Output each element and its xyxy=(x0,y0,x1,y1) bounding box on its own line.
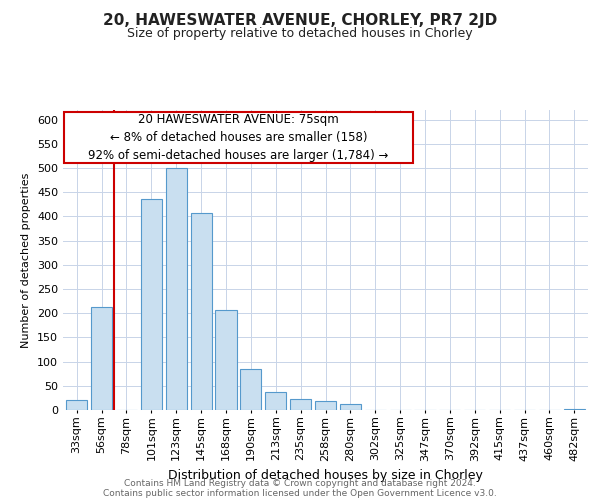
Bar xyxy=(564,408,585,410)
Bar xyxy=(290,399,311,410)
Bar xyxy=(191,212,212,410)
Y-axis label: Number of detached properties: Number of detached properties xyxy=(22,172,31,348)
Text: 20 HAWESWATER AVENUE: 75sqm
← 8% of detached houses are smaller (158)
92% of sem: 20 HAWESWATER AVENUE: 75sqm ← 8% of deta… xyxy=(88,114,389,162)
Text: Contains HM Land Registry data © Crown copyright and database right 2024.: Contains HM Land Registry data © Crown c… xyxy=(124,478,476,488)
Bar xyxy=(66,400,87,410)
Bar xyxy=(141,198,162,410)
Bar xyxy=(340,404,361,410)
Bar xyxy=(91,308,112,410)
Bar xyxy=(240,369,262,410)
Text: Size of property relative to detached houses in Chorley: Size of property relative to detached ho… xyxy=(127,28,473,40)
Text: Contains public sector information licensed under the Open Government Licence v3: Contains public sector information licen… xyxy=(103,488,497,498)
Bar xyxy=(265,392,286,410)
Bar xyxy=(315,401,336,410)
Bar xyxy=(215,310,236,410)
X-axis label: Distribution of detached houses by size in Chorley: Distribution of detached houses by size … xyxy=(168,469,483,482)
Text: 20, HAWESWATER AVENUE, CHORLEY, PR7 2JD: 20, HAWESWATER AVENUE, CHORLEY, PR7 2JD xyxy=(103,12,497,28)
FancyBboxPatch shape xyxy=(64,112,413,163)
Bar xyxy=(166,168,187,410)
